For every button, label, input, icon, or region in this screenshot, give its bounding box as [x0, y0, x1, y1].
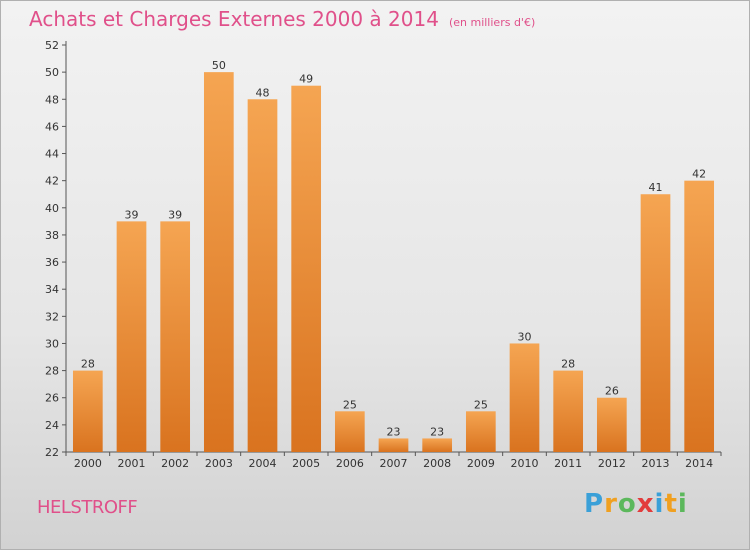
y-tick-label: 24 [45, 419, 59, 432]
data-label: 26 [605, 385, 619, 398]
logo-letter: P [584, 489, 605, 519]
data-label: 41 [649, 181, 663, 194]
chart-subtitle: (en milliers d'€) [448, 16, 536, 29]
y-tick-label: 46 [45, 120, 59, 133]
x-tick-label: 2006 [336, 457, 364, 470]
logo-letter: x [636, 489, 655, 519]
chart-bars [72, 72, 715, 453]
x-tick-label: 2011 [554, 457, 582, 470]
chart-title-main: Achats et Charges Externes 2000 à 2014 [29, 7, 439, 31]
y-tick-label: 36 [45, 256, 59, 269]
bar [378, 438, 409, 452]
y-tick-label: 44 [45, 148, 59, 161]
chart-labels: 2000 28 2001 39 2002 39 2003 50 2004 48 2005 49 2006… [74, 59, 713, 470]
y-tick-label: 52 [45, 39, 59, 52]
data-label: 42 [692, 168, 706, 181]
bar [509, 343, 540, 452]
y-tick-label: 30 [45, 337, 59, 350]
y-tick-label: 48 [45, 93, 59, 106]
data-label: 28 [561, 358, 575, 371]
x-tick-label: 2012 [598, 457, 626, 470]
bar [116, 221, 147, 452]
data-label: 25 [343, 398, 357, 411]
data-label: 23 [430, 425, 444, 438]
bar [160, 221, 191, 452]
bar [334, 411, 365, 452]
data-label: 49 [299, 73, 313, 86]
x-tick-label: 2002 [161, 457, 189, 470]
data-label: 50 [212, 59, 226, 72]
bar [422, 438, 453, 452]
x-tick-label: 2004 [249, 457, 277, 470]
chart-axes: 22 24 26 28 30 32 34 36 38 40 42 44 46 48 50 52 [45, 39, 722, 459]
chart-title: Achats et Charges Externes 2000 à 2014 (e… [29, 7, 535, 31]
x-tick-label: 2000 [74, 457, 102, 470]
data-label: 25 [474, 398, 488, 411]
data-label: 28 [81, 358, 95, 371]
bar [72, 370, 103, 452]
y-tick-label: 34 [45, 283, 59, 296]
logo-letter: o [617, 489, 637, 519]
bar [465, 411, 496, 452]
proxiti-logo: Proxiti [584, 489, 688, 519]
data-label: 48 [256, 86, 270, 99]
bar [291, 85, 322, 452]
town-name: HELSTROFF [37, 497, 138, 518]
bar [247, 99, 278, 453]
y-tick-label: 26 [45, 392, 59, 405]
x-tick-label: 2010 [511, 457, 539, 470]
bar [596, 397, 627, 452]
x-tick-label: 2013 [642, 457, 670, 470]
y-tick-label: 50 [45, 66, 59, 79]
x-tick-label: 2001 [118, 457, 146, 470]
logo-letter: r [604, 489, 618, 519]
y-tick-label: 22 [45, 446, 59, 459]
data-label: 23 [387, 425, 401, 438]
x-tick-label: 2003 [205, 457, 233, 470]
x-tick-label: 2008 [423, 457, 451, 470]
x-tick-label: 2007 [380, 457, 408, 470]
bar [684, 180, 715, 452]
bar [203, 72, 234, 452]
y-tick-label: 40 [45, 202, 59, 215]
bar [640, 194, 671, 452]
logo-letter: i [654, 489, 665, 519]
logo-letter: t [664, 489, 678, 519]
logo-letter: i [677, 489, 688, 519]
x-tick-label: 2005 [292, 457, 320, 470]
data-label: 39 [168, 208, 182, 221]
y-tick-label: 28 [45, 365, 59, 378]
data-label: 30 [518, 330, 532, 343]
x-tick-label: 2009 [467, 457, 495, 470]
data-label: 39 [125, 208, 139, 221]
y-tick-label: 32 [45, 310, 59, 323]
y-tick-label: 42 [45, 175, 59, 188]
bar [553, 370, 584, 452]
x-tick-label: 2014 [685, 457, 713, 470]
y-tick-label: 38 [45, 229, 59, 242]
